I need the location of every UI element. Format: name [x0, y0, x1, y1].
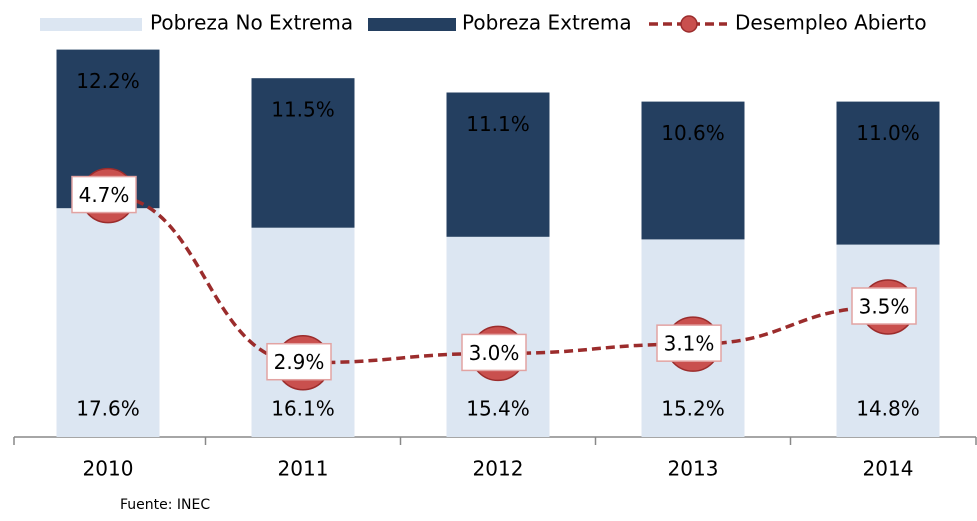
bar [446, 92, 550, 237]
bar-value-label: 11.1% [466, 112, 530, 136]
line-value-label: 3.0% [469, 341, 520, 365]
line-value-label: 3.1% [664, 332, 715, 356]
line-value-label: 2.9% [274, 350, 325, 374]
value-label-box [266, 342, 332, 381]
bar-value-label: 12.2% [76, 69, 140, 93]
x-tick-label: 2011 [278, 457, 329, 481]
legend-label: Pobreza No Extrema [150, 11, 353, 35]
x-tick-label: 2012 [473, 457, 524, 481]
bar-value-label: 11.5% [271, 98, 335, 122]
legend-swatch [40, 18, 142, 31]
value-label-box [851, 287, 917, 325]
bar [836, 101, 940, 245]
bar [251, 78, 355, 228]
value-label-box [656, 324, 722, 362]
bar-value-label: 17.6% [76, 397, 140, 421]
x-tick-label: 2014 [863, 457, 914, 481]
bar-value-label: 15.4% [466, 397, 530, 421]
line [107, 193, 889, 365]
x-tick-label: 2013 [668, 457, 719, 481]
bar-value-label: 14.8% [856, 397, 920, 421]
line-value-label: 3.5% [859, 295, 910, 319]
line-value-label: 4.7% [79, 183, 130, 207]
bar-value-label: 15.2% [661, 397, 725, 421]
legend-label: Desempleo Abierto [735, 11, 927, 35]
bar [251, 227, 355, 437]
legend-marker [680, 15, 698, 33]
bar-value-label: 10.6% [661, 121, 725, 145]
bar [836, 244, 940, 437]
bar-value-label: 11.0% [856, 121, 920, 145]
bar-value-label: 16.1% [271, 397, 335, 421]
bar [641, 101, 745, 240]
bar [56, 208, 160, 437]
value-label-box [71, 175, 137, 214]
legend-label: Pobreza Extrema [462, 11, 632, 35]
legend-swatch [368, 18, 456, 31]
source-note: Fuente: INEC [120, 497, 210, 513]
value-label-box [461, 333, 527, 372]
x-tick-label: 2010 [83, 457, 134, 481]
